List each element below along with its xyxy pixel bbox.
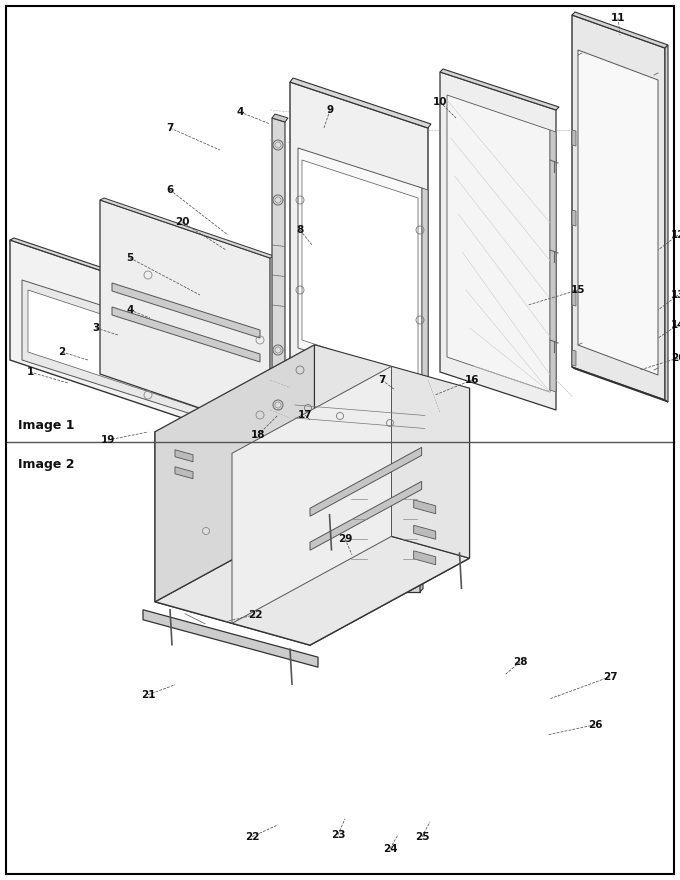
Polygon shape <box>440 72 556 410</box>
Text: 4: 4 <box>237 107 243 117</box>
Text: 22: 22 <box>248 610 262 620</box>
Text: 29: 29 <box>338 534 352 544</box>
Text: 11: 11 <box>611 13 625 23</box>
Text: 9: 9 <box>326 105 334 115</box>
Polygon shape <box>290 82 428 432</box>
Polygon shape <box>572 367 668 402</box>
Polygon shape <box>578 50 658 375</box>
Text: 22: 22 <box>245 832 259 842</box>
Polygon shape <box>572 290 576 306</box>
Text: 20: 20 <box>670 353 680 363</box>
Text: 25: 25 <box>415 832 429 842</box>
Text: 7: 7 <box>378 375 386 385</box>
Text: 7: 7 <box>167 123 173 133</box>
Polygon shape <box>665 45 668 402</box>
Polygon shape <box>155 345 314 602</box>
Polygon shape <box>272 114 288 122</box>
Text: 5: 5 <box>126 253 134 263</box>
Polygon shape <box>310 388 469 645</box>
Text: 24: 24 <box>383 844 397 854</box>
Text: 26: 26 <box>588 720 602 730</box>
Text: 15: 15 <box>571 285 585 295</box>
Polygon shape <box>272 118 285 420</box>
Polygon shape <box>400 479 420 591</box>
Polygon shape <box>370 476 373 591</box>
Text: Image 2: Image 2 <box>18 458 75 471</box>
Text: 13: 13 <box>670 290 680 300</box>
Polygon shape <box>112 307 260 362</box>
Circle shape <box>203 527 209 534</box>
Polygon shape <box>10 238 222 310</box>
Text: 16: 16 <box>464 375 479 385</box>
Polygon shape <box>10 240 218 430</box>
Polygon shape <box>100 198 274 258</box>
Polygon shape <box>155 515 469 645</box>
Polygon shape <box>550 130 556 392</box>
Polygon shape <box>314 345 469 558</box>
Text: 8: 8 <box>296 225 304 235</box>
Text: 20: 20 <box>175 217 189 227</box>
Polygon shape <box>298 148 422 388</box>
Text: 2: 2 <box>58 347 66 357</box>
Text: 10: 10 <box>432 97 447 107</box>
Polygon shape <box>572 12 668 48</box>
Polygon shape <box>413 500 436 514</box>
Circle shape <box>275 142 281 148</box>
Polygon shape <box>112 283 260 338</box>
Text: 19: 19 <box>101 435 115 445</box>
Polygon shape <box>232 366 392 623</box>
Polygon shape <box>413 551 436 565</box>
Polygon shape <box>302 160 418 378</box>
Text: 23: 23 <box>330 830 345 840</box>
Polygon shape <box>572 210 576 226</box>
Text: 27: 27 <box>602 671 617 682</box>
Polygon shape <box>440 69 559 110</box>
Polygon shape <box>348 479 370 591</box>
Polygon shape <box>572 15 665 400</box>
Polygon shape <box>28 290 204 410</box>
Text: 18: 18 <box>251 430 265 440</box>
Text: 6: 6 <box>167 185 173 195</box>
Polygon shape <box>400 476 423 479</box>
Polygon shape <box>100 200 270 432</box>
Polygon shape <box>422 188 428 388</box>
Polygon shape <box>348 476 373 479</box>
Polygon shape <box>155 432 310 645</box>
Polygon shape <box>310 481 422 550</box>
Text: 1: 1 <box>27 367 33 377</box>
Polygon shape <box>447 95 550 392</box>
Polygon shape <box>413 525 436 539</box>
Polygon shape <box>175 466 193 479</box>
Text: 12: 12 <box>670 230 680 240</box>
Text: 21: 21 <box>141 690 155 700</box>
Polygon shape <box>290 392 428 435</box>
Polygon shape <box>22 280 210 420</box>
Polygon shape <box>290 78 431 128</box>
Text: 14: 14 <box>670 320 680 330</box>
Text: 28: 28 <box>513 656 527 667</box>
Text: 17: 17 <box>298 410 312 420</box>
Polygon shape <box>175 450 193 462</box>
Polygon shape <box>572 350 576 366</box>
Circle shape <box>275 347 281 353</box>
Polygon shape <box>310 447 422 517</box>
Polygon shape <box>143 610 318 667</box>
Text: Image 1: Image 1 <box>18 419 75 432</box>
Circle shape <box>275 402 281 408</box>
Circle shape <box>275 197 281 203</box>
Text: 3: 3 <box>92 323 100 333</box>
Text: 4: 4 <box>126 305 134 315</box>
Polygon shape <box>420 476 423 591</box>
Polygon shape <box>572 130 576 146</box>
